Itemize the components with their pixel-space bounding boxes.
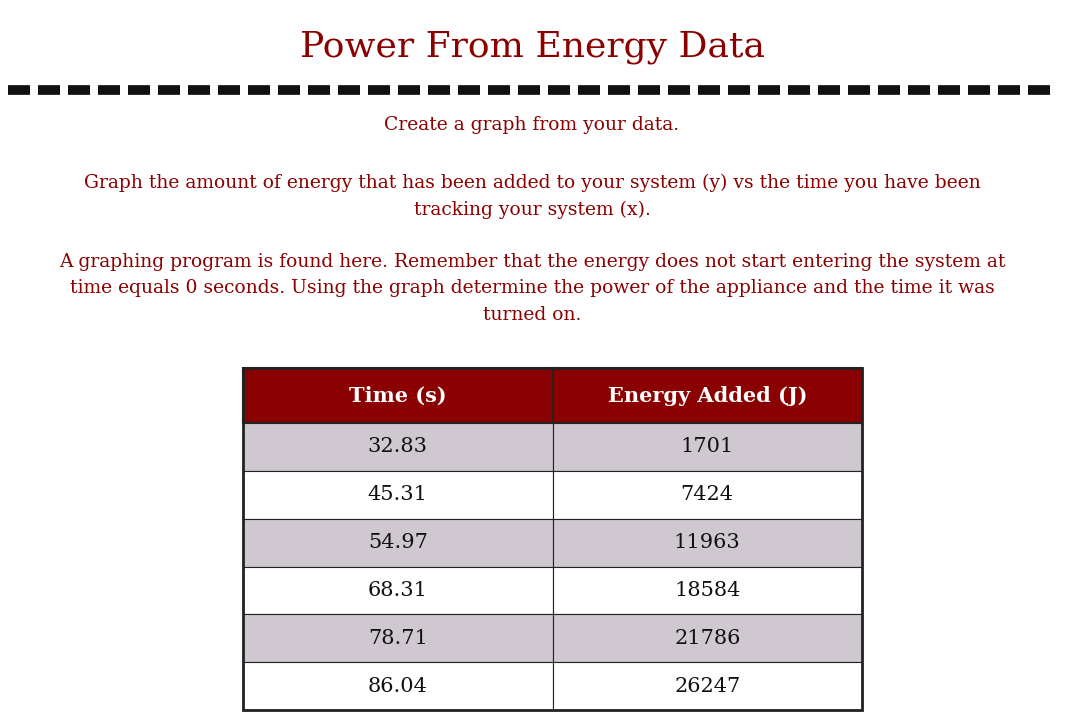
- Text: Create a graph from your data.: Create a graph from your data.: [384, 116, 679, 134]
- Text: 32.83: 32.83: [367, 438, 428, 456]
- Text: tracking your system (x).: tracking your system (x).: [413, 201, 651, 219]
- Text: time equals 0 seconds. Using the graph determine the power of the appliance and : time equals 0 seconds. Using the graph d…: [69, 279, 995, 297]
- Text: 54.97: 54.97: [367, 533, 428, 552]
- Bar: [553, 471, 862, 518]
- Bar: [243, 368, 862, 710]
- Text: Graph the amount of energy that has been added to your system (y) vs the time yo: Graph the amount of energy that has been…: [84, 174, 981, 192]
- Text: 26247: 26247: [674, 676, 740, 696]
- Text: 21786: 21786: [674, 628, 740, 648]
- Bar: [243, 566, 553, 614]
- Text: 11963: 11963: [674, 533, 740, 552]
- Bar: [243, 614, 553, 662]
- Text: 78.71: 78.71: [367, 628, 428, 648]
- Bar: [553, 423, 862, 471]
- Bar: [243, 368, 862, 423]
- Text: A graphing program is found here. Remember that the energy does not start enteri: A graphing program is found here. Rememb…: [59, 253, 1005, 271]
- Bar: [553, 566, 862, 614]
- Bar: [553, 518, 862, 566]
- Text: 1701: 1701: [681, 438, 734, 456]
- Bar: [553, 614, 862, 662]
- Text: 86.04: 86.04: [367, 676, 428, 696]
- Bar: [243, 423, 553, 471]
- Text: 7424: 7424: [681, 485, 734, 504]
- Bar: [553, 662, 862, 710]
- Bar: [243, 471, 553, 518]
- Text: Time (s): Time (s): [349, 385, 446, 405]
- Text: Power From Energy Data: Power From Energy Data: [299, 30, 765, 64]
- Bar: [243, 518, 553, 566]
- Bar: [243, 662, 553, 710]
- Text: 45.31: 45.31: [367, 485, 428, 504]
- Text: Energy Added (J): Energy Added (J): [607, 385, 807, 405]
- Text: 68.31: 68.31: [367, 581, 428, 600]
- Text: 18584: 18584: [674, 581, 740, 600]
- Text: turned on.: turned on.: [482, 306, 581, 324]
